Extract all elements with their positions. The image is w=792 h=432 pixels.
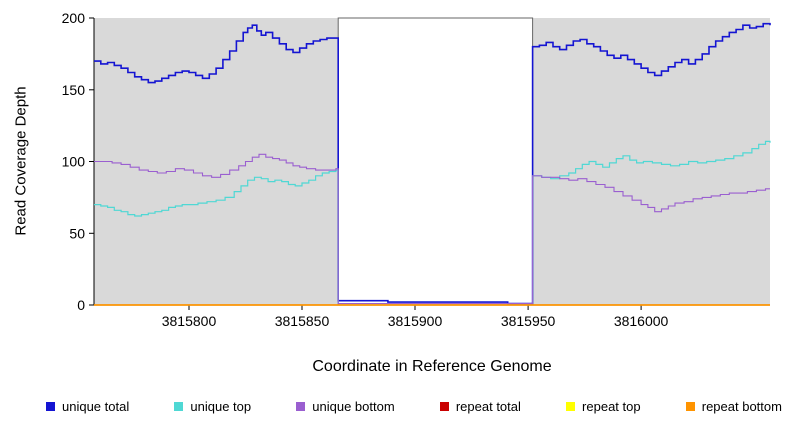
legend-item-repeat-total: repeat total — [439, 399, 521, 414]
y-axis-label: Read Coverage Depth — [12, 86, 30, 236]
plot-area: 3815800 3815850 3815900 3815950 3816000 0 50 10… — [62, 10, 771, 329]
y-tick-label: 150 — [62, 82, 86, 98]
legend-label: unique total — [62, 399, 130, 414]
x-axis-label: Coordinate in Reference Genome — [312, 358, 552, 375]
legend-label: unique top — [190, 399, 252, 414]
legend-label: repeat top — [582, 399, 641, 414]
legend: unique total unique top unique bottom repea… — [46, 399, 782, 414]
legend-item-unique-top: unique top — [174, 399, 251, 414]
zero-coverage-gap — [337, 17, 534, 306]
legend-swatch-icon — [439, 402, 449, 411]
legend-label: repeat bottom — [701, 399, 782, 414]
y-tick-label: 200 — [62, 10, 86, 26]
legend-item-repeat-bottom: repeat bottom — [685, 399, 782, 414]
legend-label: unique bottom — [312, 399, 395, 414]
legend-swatch-icon — [46, 402, 55, 411]
legend-item-repeat-top: repeat top — [566, 399, 641, 414]
series-unique-total — [94, 22, 771, 305]
x-tick-label: 3815900 — [388, 313, 443, 329]
legend-swatch-icon — [685, 402, 695, 411]
legend-label: repeat total — [455, 399, 521, 414]
legend-swatch-icon — [174, 402, 184, 411]
legend-item-unique-bottom: unique bottom — [296, 399, 395, 414]
legend-swatch-icon — [566, 402, 576, 411]
y-tick-label: 0 — [77, 297, 85, 313]
y-tick-label: 100 — [62, 154, 86, 170]
x-tick-label: 3815800 — [162, 313, 217, 329]
legend-item-unique-total: unique total — [46, 399, 129, 414]
legend-swatch-icon — [296, 402, 306, 411]
series-unique-bottom — [94, 153, 770, 305]
x-tick-label: 3815950 — [501, 313, 556, 329]
series-unique-top — [94, 140, 771, 305]
x-tick-label: 3816000 — [614, 313, 669, 329]
x-tick-label: 3815850 — [275, 313, 330, 329]
y-tick-label: 50 — [69, 225, 85, 241]
